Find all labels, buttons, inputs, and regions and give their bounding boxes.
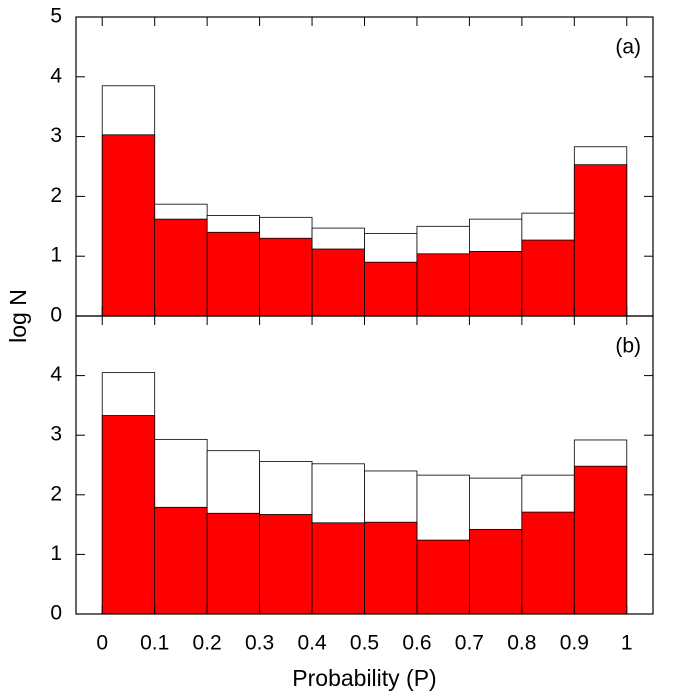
histogram-bar (206, 512, 260, 615)
x-tick-label: 0 (96, 632, 108, 655)
y-tick-label: 4 (50, 363, 62, 386)
y-axis-label: log N (5, 289, 31, 343)
x-tick-label: 0.5 (350, 632, 379, 655)
histogram-bar (154, 506, 208, 615)
y-tick-label: 0 (50, 304, 62, 327)
histogram-bar (521, 239, 575, 317)
y-tick-label: 3 (50, 423, 62, 446)
y-tick-label: 0 (50, 602, 62, 625)
y-tick-label: 5 (50, 5, 62, 28)
x-tick-label: 0.6 (402, 632, 431, 655)
y-tick-label: 1 (50, 244, 62, 267)
histogram-bar (101, 134, 156, 317)
y-tick-label: 2 (50, 184, 62, 207)
histogram-bar (573, 164, 628, 317)
histogram-bar (469, 251, 523, 317)
y-tick-label: 4 (50, 64, 62, 87)
x-tick-label: 0.7 (455, 632, 484, 655)
histogram-bar (573, 465, 628, 615)
x-tick-label: 0.8 (507, 632, 536, 655)
histogram-bar (469, 528, 523, 615)
histogram-bar (259, 237, 313, 317)
x-tick-label: 0.2 (193, 632, 222, 655)
histogram-bar (364, 521, 418, 615)
x-tick-label: 0.9 (560, 632, 589, 655)
x-axis-label: Probability (P) (292, 665, 436, 691)
panel-label: (b) (615, 335, 641, 358)
panel-label: (a) (615, 36, 641, 59)
histogram-bar (416, 253, 470, 317)
y-tick-label: 3 (50, 124, 62, 147)
histogram-bar (206, 231, 260, 317)
histogram-bar (416, 539, 470, 615)
x-tick-label: 1 (621, 632, 633, 655)
x-tick-label: 0.4 (297, 632, 327, 655)
histogram-bar (101, 415, 156, 615)
y-tick-label: 1 (50, 542, 62, 565)
x-tick-label: 0.3 (245, 632, 274, 655)
histogram-bar (259, 514, 313, 615)
histogram-bar (521, 511, 575, 615)
histogram-bar (311, 522, 365, 615)
histogram-bar (364, 261, 418, 317)
histogram-bar (311, 248, 365, 317)
histogram-bar (154, 218, 208, 317)
x-tick-label: 0.1 (140, 632, 169, 655)
y-tick-label: 2 (50, 482, 62, 505)
